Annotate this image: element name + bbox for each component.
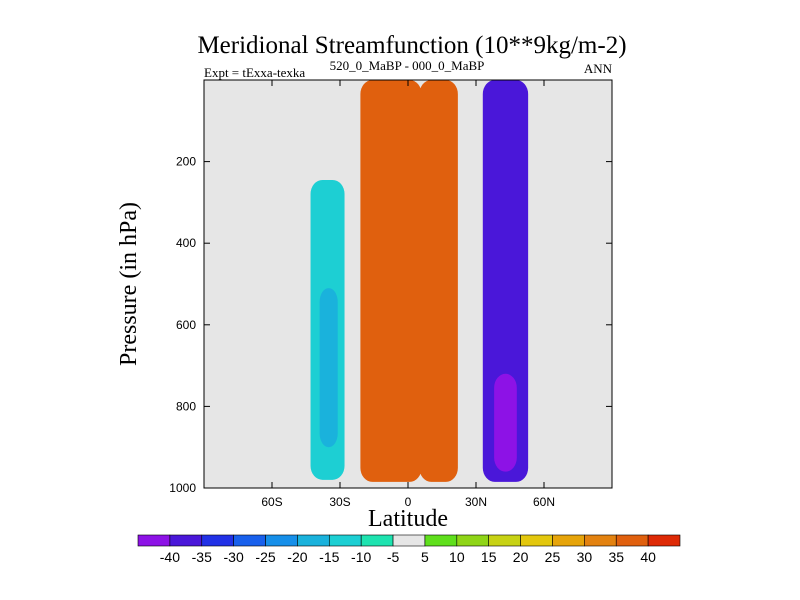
experiment-label: Expt = tExxa-texka (204, 65, 305, 80)
colorbar-swatch (201, 534, 234, 547)
y-tick-label: 200 (176, 155, 196, 169)
y-tick-label: 400 (176, 236, 196, 250)
colorbar-label: 10 (449, 549, 465, 565)
colorbar-label: 25 (545, 549, 561, 565)
contour-cell-sh-high-lat-positive (233, 80, 263, 474)
colorbar-swatch (615, 534, 649, 547)
colorbar-swatch (392, 534, 426, 547)
x-tick-label: 60N (533, 495, 555, 509)
colorbar-swatch (169, 534, 203, 547)
contour-cell-nh-ferrel-negative (482, 80, 529, 482)
colorbar-label: -5 (387, 549, 400, 565)
colorbar-label: 40 (640, 549, 656, 565)
colorbar-label: 35 (608, 549, 624, 565)
colorbar-swatch (233, 534, 266, 547)
contour-cell-nh-polar-positive (578, 80, 590, 134)
colorbar-swatch (297, 534, 330, 547)
x-axis: 60S 30S 0 30N 60N (261, 80, 555, 509)
colorbar-swatch (424, 534, 458, 547)
colorbar-swatch (265, 534, 298, 547)
chart-title: Meridional Streamfunction (10**9kg/m-2) (197, 32, 626, 59)
y-axis: 200 400 600 800 1000 (169, 155, 612, 495)
colorbar-label: -15 (319, 549, 339, 565)
colorbar-swatch (137, 534, 171, 547)
colorbar-label: -40 (160, 549, 180, 565)
y-axis-label: Pressure (in hPa) (116, 202, 142, 366)
contour-cell-nh-ferrel-negative-core (494, 373, 517, 472)
colorbar-swatch (584, 534, 617, 547)
x-tick-label: 60S (261, 495, 282, 509)
contour-cell-hadley-cell-north (419, 80, 458, 482)
colorbar-label: -10 (351, 549, 371, 565)
contour-fills (233, 80, 590, 482)
colorbar-swatch (328, 534, 362, 547)
y-tick-label: 1000 (169, 481, 196, 495)
colorbar-label: -25 (255, 549, 275, 565)
x-tick-label: 30S (329, 495, 350, 509)
colorbar-label: -30 (224, 549, 244, 565)
colorbar-label: 5 (421, 549, 429, 565)
colorbar-swatch (488, 534, 521, 547)
colorbar-swatch (456, 534, 490, 547)
colorbar-label: 20 (513, 549, 529, 565)
plot-area (203, 79, 613, 489)
colorbar-swatch (552, 534, 585, 547)
y-tick-label: 800 (176, 399, 196, 413)
colorbar-label: -20 (287, 549, 307, 565)
colorbar-swatch (647, 534, 681, 547)
period-label: 520_0_MaBP - 000_0_MaBP (330, 58, 485, 73)
colorbar-label: 15 (481, 549, 497, 565)
colorbar: -40 -35 -30 -25 -20 -15 -10 -5 5 10 15 20 25 30 35 40 (137, 534, 681, 565)
season-label: ANN (584, 61, 613, 76)
colorbar-swatch (360, 534, 394, 547)
x-axis-label: Latitude (368, 506, 448, 532)
colorbar-swatch (520, 534, 553, 547)
colorbar-label: -35 (192, 549, 212, 565)
x-tick-label: 0 (405, 495, 412, 509)
contour-cell-sh-midlat-negative-core (319, 288, 338, 448)
x-tick-label: 30N (465, 495, 487, 509)
contour-cell-hadley-cell-south (360, 80, 422, 482)
y-tick-label: 600 (176, 318, 196, 332)
colorbar-label: 30 (577, 549, 593, 565)
